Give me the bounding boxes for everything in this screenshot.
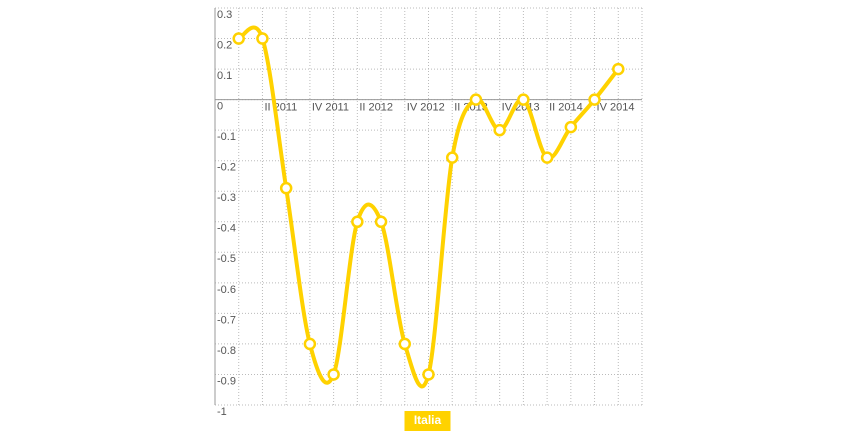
y-tick-label: -0.4 — [217, 223, 236, 235]
legend-box — [404, 411, 451, 431]
legend-label: Italia — [414, 413, 442, 427]
point-marker — [540, 151, 554, 164]
legend-item: Italia — [404, 411, 451, 431]
y-tick-label: -1 — [217, 406, 227, 418]
y-tick-label: 0 — [217, 101, 223, 113]
y-tick-label: 0.1 — [217, 70, 232, 82]
point-marker — [422, 368, 435, 381]
point-marker — [327, 368, 340, 381]
point-marker — [445, 151, 459, 164]
point-marker — [469, 93, 483, 106]
point-marker — [564, 120, 578, 134]
point-marker — [232, 32, 245, 45]
point-marker — [351, 215, 364, 229]
x-tick-label: II 2011 — [264, 102, 297, 114]
y-tick-label: -0.2 — [217, 162, 236, 174]
point-marker — [493, 123, 506, 137]
point-marker — [256, 32, 269, 45]
x-tick-label: IV 2012 — [407, 102, 445, 114]
y-tick-label: -0.8 — [217, 345, 236, 357]
y-tick-label: -0.9 — [217, 375, 236, 387]
x-tick-label: IV 2014 — [597, 102, 635, 114]
x-tick-label: II 2012 — [359, 102, 393, 114]
y-tick-label: 0.3 — [217, 9, 232, 21]
x-tick-label: IV 2011 — [312, 102, 349, 114]
y-tick-label: -0.5 — [217, 253, 236, 265]
point-marker — [398, 337, 412, 351]
point-marker — [612, 62, 625, 76]
y-tick-label: -0.3 — [217, 192, 236, 204]
y-tick-label: -0.7 — [217, 314, 236, 326]
point-marker — [517, 93, 530, 106]
point-marker — [279, 181, 293, 195]
point-marker — [374, 215, 388, 229]
y-tick-label: -0.1 — [217, 131, 236, 143]
x-tick-label: II 2014 — [549, 102, 583, 114]
point-marker — [303, 337, 317, 351]
point-marker — [588, 93, 601, 106]
y-tick-label: -0.6 — [217, 284, 236, 296]
y-tick-label: 0.2 — [217, 39, 232, 51]
